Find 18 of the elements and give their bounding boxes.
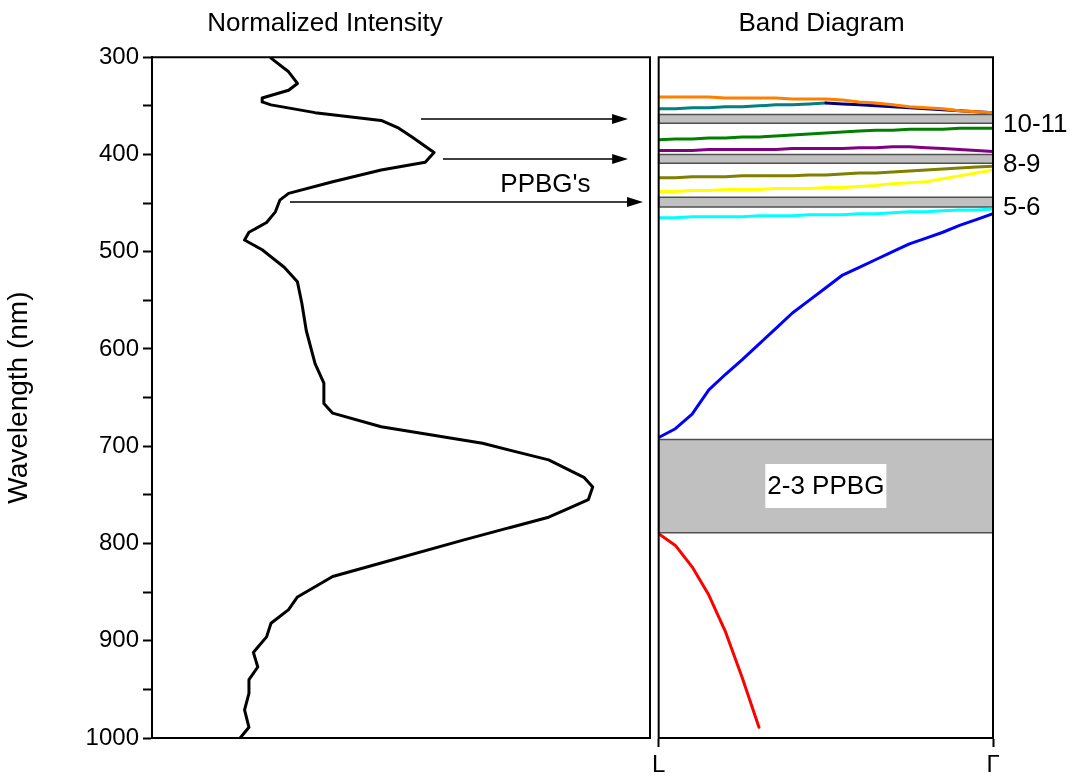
y-tick-label: 800 [98, 528, 139, 556]
chart-title: Normalized Intensity [207, 6, 443, 37]
x-tick-label: L [651, 750, 666, 778]
y-tick-label: 1000 [85, 722, 139, 750]
y-tick-label: 900 [98, 625, 139, 653]
y-tick-label: 300 [98, 41, 139, 69]
x-tick-label: Γ [986, 750, 1000, 778]
chart-title: Band Diagram [738, 6, 905, 37]
band-label: 5-6 [1003, 191, 1041, 222]
y-tick-label: 400 [98, 139, 139, 167]
band-label: 10-11 [1003, 108, 1068, 139]
y-axis-title: Wavelength (nm) [1, 291, 33, 504]
band-label: 8-9 [1003, 148, 1041, 179]
band-label: 2-3 PPBG [767, 470, 885, 501]
y-tick-label: 500 [98, 236, 139, 264]
y-tick-label: 600 [98, 333, 139, 361]
annotation: PPBG's [500, 167, 591, 198]
y-tick-label: 700 [98, 430, 139, 458]
